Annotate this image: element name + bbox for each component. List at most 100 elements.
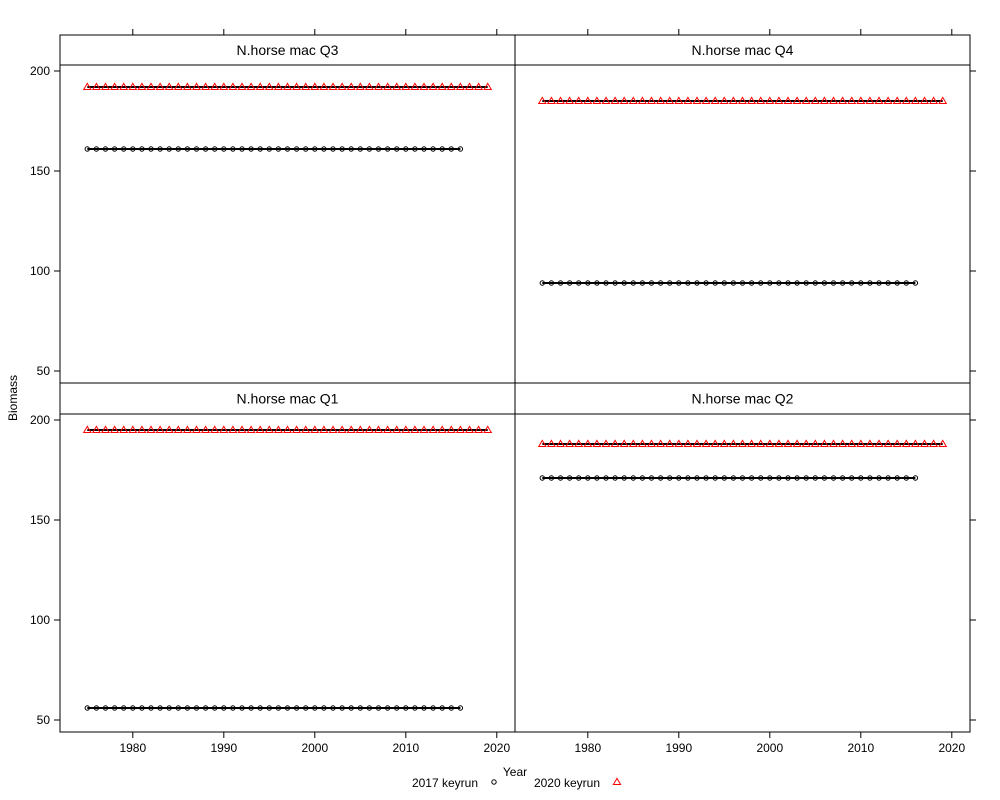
data-point	[849, 475, 855, 481]
data-point	[912, 280, 919, 286]
data-point	[776, 475, 782, 481]
data-point	[657, 475, 664, 481]
data-point	[730, 280, 737, 286]
data-point	[428, 82, 438, 91]
data-point	[364, 425, 374, 434]
data-point	[293, 146, 300, 152]
data-point	[301, 82, 311, 91]
data-point	[266, 146, 272, 152]
data-point	[119, 425, 129, 434]
data-point	[701, 96, 711, 105]
data-point	[383, 82, 393, 91]
data-point	[137, 82, 147, 91]
x-tick-label: 2000	[756, 741, 783, 755]
data-point	[483, 82, 493, 91]
data-point	[803, 475, 809, 481]
data-point	[337, 82, 347, 91]
panel: N.horse mac Q1	[59, 382, 516, 733]
data-point	[885, 280, 891, 286]
data-point	[319, 82, 329, 91]
data-point	[119, 82, 129, 91]
data-point	[355, 82, 365, 91]
data-point	[765, 439, 775, 448]
panel-title: N.horse mac Q3	[237, 42, 339, 58]
data-point	[184, 705, 191, 711]
data-point	[883, 439, 893, 448]
data-point	[212, 146, 218, 152]
axes-layer: 1980 1990 2000 2010 2020 1980 1990 2000 2010 2020…	[30, 29, 976, 755]
data-point	[894, 475, 900, 481]
y-tick-label: 100	[30, 613, 50, 627]
data-point	[557, 475, 564, 481]
data-point	[594, 475, 600, 481]
data-point	[728, 96, 738, 105]
data-point	[439, 705, 445, 711]
data-point	[628, 96, 638, 105]
data-point	[792, 96, 802, 105]
x-tick-label: 1990	[210, 741, 237, 755]
data-point	[394, 705, 400, 711]
data-point	[357, 146, 363, 152]
data-point	[330, 146, 336, 152]
data-point	[283, 425, 292, 434]
data-point	[656, 96, 666, 105]
data-point	[164, 425, 174, 434]
data-point	[202, 146, 209, 152]
data-point	[384, 705, 391, 711]
data-point	[239, 705, 245, 711]
data-point	[430, 705, 436, 711]
data-point	[574, 96, 584, 105]
data-point	[894, 280, 900, 286]
data-point	[829, 96, 838, 105]
data-point	[457, 146, 464, 152]
data-point	[603, 280, 609, 286]
data-point	[819, 439, 829, 448]
data-point	[292, 82, 302, 91]
data-point	[719, 96, 729, 105]
data-point	[474, 82, 484, 91]
data-point	[692, 439, 702, 448]
data-point	[246, 82, 256, 91]
panels-layer: N.horse mac Q3 N.horse mac Q4 N.horse mac …	[59, 34, 971, 733]
data-point	[903, 280, 909, 286]
data-point	[712, 280, 718, 286]
data-point	[121, 146, 127, 152]
x-tick-label: 1990	[665, 741, 692, 755]
data-point	[821, 280, 828, 286]
data-point	[920, 439, 929, 448]
data-point	[901, 439, 911, 448]
x-tick-label: 2020	[483, 741, 510, 755]
data-point	[448, 705, 454, 711]
data-point	[437, 425, 447, 434]
data-point	[228, 82, 238, 91]
data-point	[576, 280, 582, 286]
data-point	[430, 146, 436, 152]
data-point	[683, 439, 693, 448]
data-point	[339, 705, 345, 711]
series-2020-keyrun	[82, 82, 493, 91]
data-point	[603, 475, 609, 481]
data-point	[719, 439, 729, 448]
data-point	[219, 425, 229, 434]
x-tick-label: 2000	[301, 741, 328, 755]
data-point	[202, 705, 209, 711]
data-point	[375, 146, 382, 152]
data-point	[610, 96, 620, 105]
data-point	[830, 280, 837, 286]
data-point	[592, 96, 602, 105]
x-tick-label: 2020	[938, 741, 965, 755]
data-point	[829, 439, 838, 448]
data-point	[601, 439, 611, 448]
data-point	[665, 96, 675, 105]
data-point	[794, 475, 800, 481]
data-point	[865, 96, 875, 105]
y-tick-label: 200	[30, 64, 50, 78]
data-point	[410, 82, 420, 91]
x-tick-label: 2010	[392, 741, 419, 755]
data-point	[812, 475, 818, 481]
data-point	[102, 146, 109, 152]
data-point	[565, 96, 575, 105]
y-tick-label: 200	[30, 413, 50, 427]
panel-strip	[59, 382, 516, 415]
data-point	[266, 705, 272, 711]
